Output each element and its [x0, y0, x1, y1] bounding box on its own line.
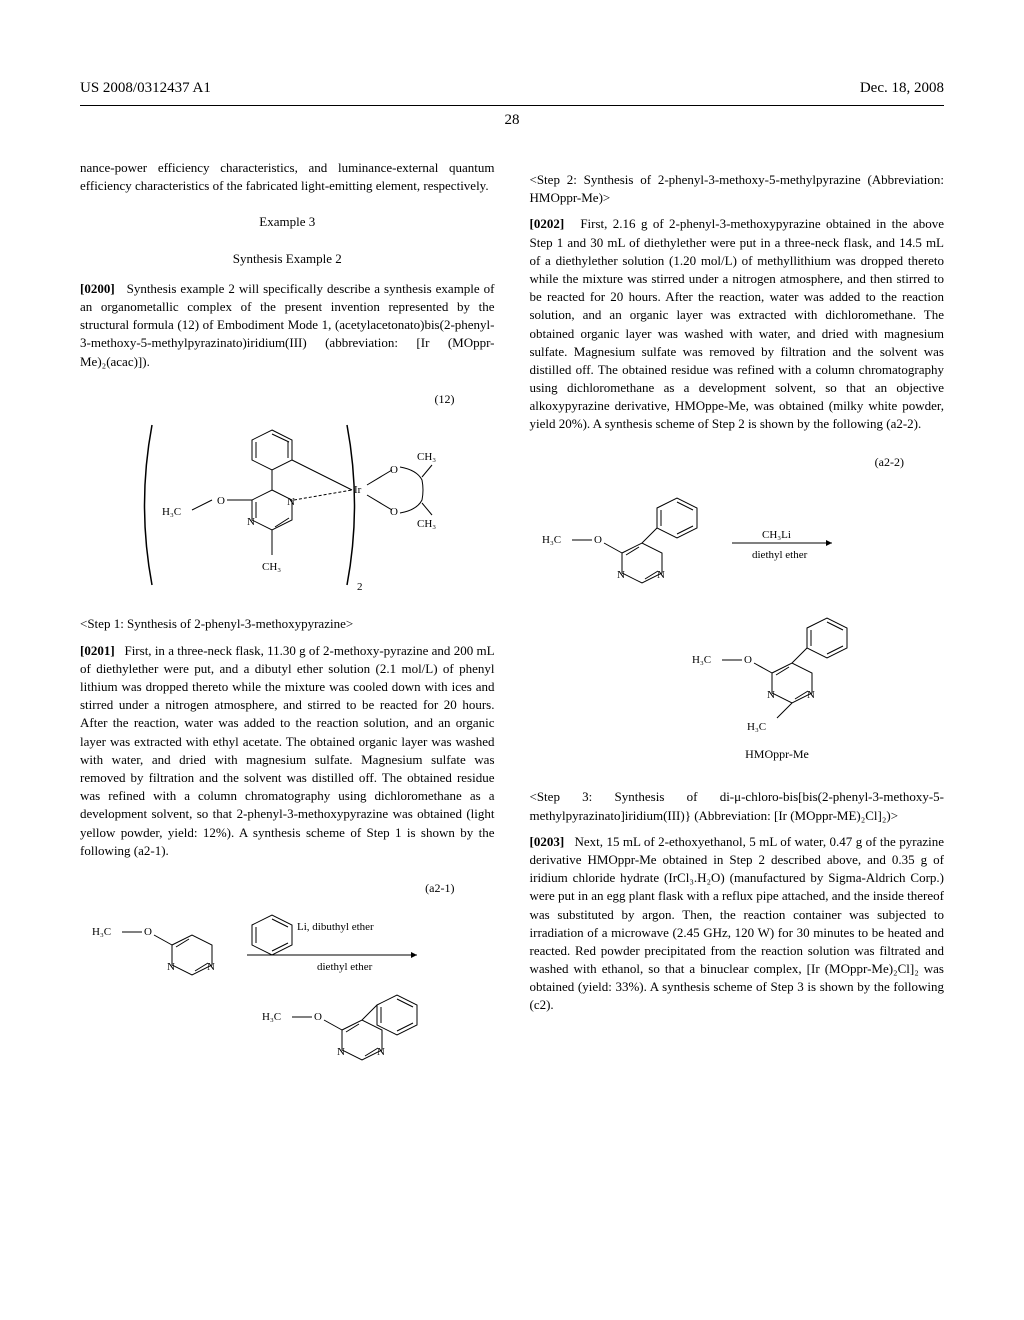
svg-text:N: N: [247, 516, 255, 528]
structure-12: (12) 2: [80, 391, 495, 596]
svg-text:O: O: [144, 926, 152, 938]
scheme-a21-label: (a2-1): [80, 880, 495, 897]
para-text-0203: Next, 15 mL of 2-ethoxyethanol, 5 mL of …: [530, 834, 945, 1013]
patent-number: US 2008/0312437 A1: [80, 80, 211, 97]
intro-text: nance-power efficiency characteristics, …: [80, 159, 495, 195]
svg-text:N: N: [377, 1046, 385, 1058]
svg-text:Ir: Ir: [354, 484, 362, 496]
svg-text:N: N: [767, 689, 775, 701]
para-ref-0201: [0201]: [80, 643, 115, 658]
scheme-a22: (a2-2) H₃C O N N: [530, 454, 945, 769]
para-text-0202: First, 2.16 g of 2-phenyl-3-methoxypyraz…: [530, 216, 945, 431]
svg-text:N: N: [207, 961, 215, 973]
formula-12-label: (12): [80, 391, 495, 408]
para-text-0200: Synthesis example 2 will specifically de…: [80, 281, 495, 369]
scheme-a22-reagent2: diethyl ether: [752, 549, 808, 561]
svg-text:O: O: [390, 464, 398, 476]
svg-text:N: N: [617, 569, 625, 581]
molecule-name: HMOppr-Me: [745, 747, 809, 761]
paragraph-0202: [0202] First, 2.16 g of 2-phenyl-3-metho…: [530, 215, 945, 433]
svg-text:H₃C: H₃C: [92, 926, 111, 938]
svg-text:O: O: [744, 654, 752, 666]
svg-text:H₃C: H₃C: [162, 506, 181, 518]
synthesis-heading: Synthesis Example 2: [80, 250, 495, 268]
para-text-0201: First, in a three-neck flask, 11.30 g of…: [80, 643, 495, 858]
svg-text:O: O: [594, 534, 602, 546]
step2-heading: <Step 2: Synthesis of 2-phenyl-3-methoxy…: [530, 171, 945, 207]
svg-text:H₃C: H₃C: [747, 721, 766, 733]
step3-heading: <Step 3: Synthesis of di-μ-chloro-bis[bi…: [530, 788, 945, 824]
svg-text:CH₃: CH₃: [417, 451, 436, 463]
reagent-text-1: Li, dibuthyl ether: [297, 921, 374, 933]
svg-text:2: 2: [357, 581, 363, 593]
scheme-a22-reagent1: CH₃Li: [762, 529, 791, 541]
para-ref-0202: [0202]: [530, 216, 565, 231]
para-ref-0200: [0200]: [80, 281, 115, 296]
svg-text:N: N: [167, 961, 175, 973]
svg-text:H₃C: H₃C: [692, 654, 711, 666]
svg-text:N: N: [807, 689, 815, 701]
svg-text:H₃C: H₃C: [542, 534, 561, 546]
svg-text:O: O: [314, 1011, 322, 1023]
svg-text:N: N: [287, 496, 295, 508]
paragraph-0201: [0201] First, in a three-neck flask, 11.…: [80, 642, 495, 860]
scheme-a21: (a2-1) H₃C O N N: [80, 880, 495, 1075]
para-ref-0203: [0203]: [530, 834, 565, 849]
page-number: 28: [80, 112, 944, 129]
publication-date: Dec. 18, 2008: [860, 80, 944, 97]
reagent-text-2: diethyl ether: [317, 961, 373, 973]
svg-text:CH₃: CH₃: [262, 561, 281, 573]
scheme-a22-label: (a2-2): [530, 454, 945, 471]
svg-text:CH₃: CH₃: [417, 518, 436, 530]
svg-text:N: N: [657, 569, 665, 581]
left-column: nance-power efficiency characteristics, …: [80, 159, 495, 1095]
svg-text:H₃C: H₃C: [262, 1011, 281, 1023]
svg-text:N: N: [337, 1046, 345, 1058]
step1-heading: <Step 1: Synthesis of 2-phenyl-3-methoxy…: [80, 615, 495, 633]
paragraph-0203: [0203] Next, 15 mL of 2-ethoxyethanol, 5…: [530, 833, 945, 1015]
right-column: <Step 2: Synthesis of 2-phenyl-3-methoxy…: [530, 159, 945, 1095]
paragraph-0200: [0200] Synthesis example 2 will specific…: [80, 280, 495, 371]
svg-text:O: O: [390, 506, 398, 518]
svg-text:O: O: [217, 495, 225, 507]
example-heading: Example 3: [80, 213, 495, 231]
